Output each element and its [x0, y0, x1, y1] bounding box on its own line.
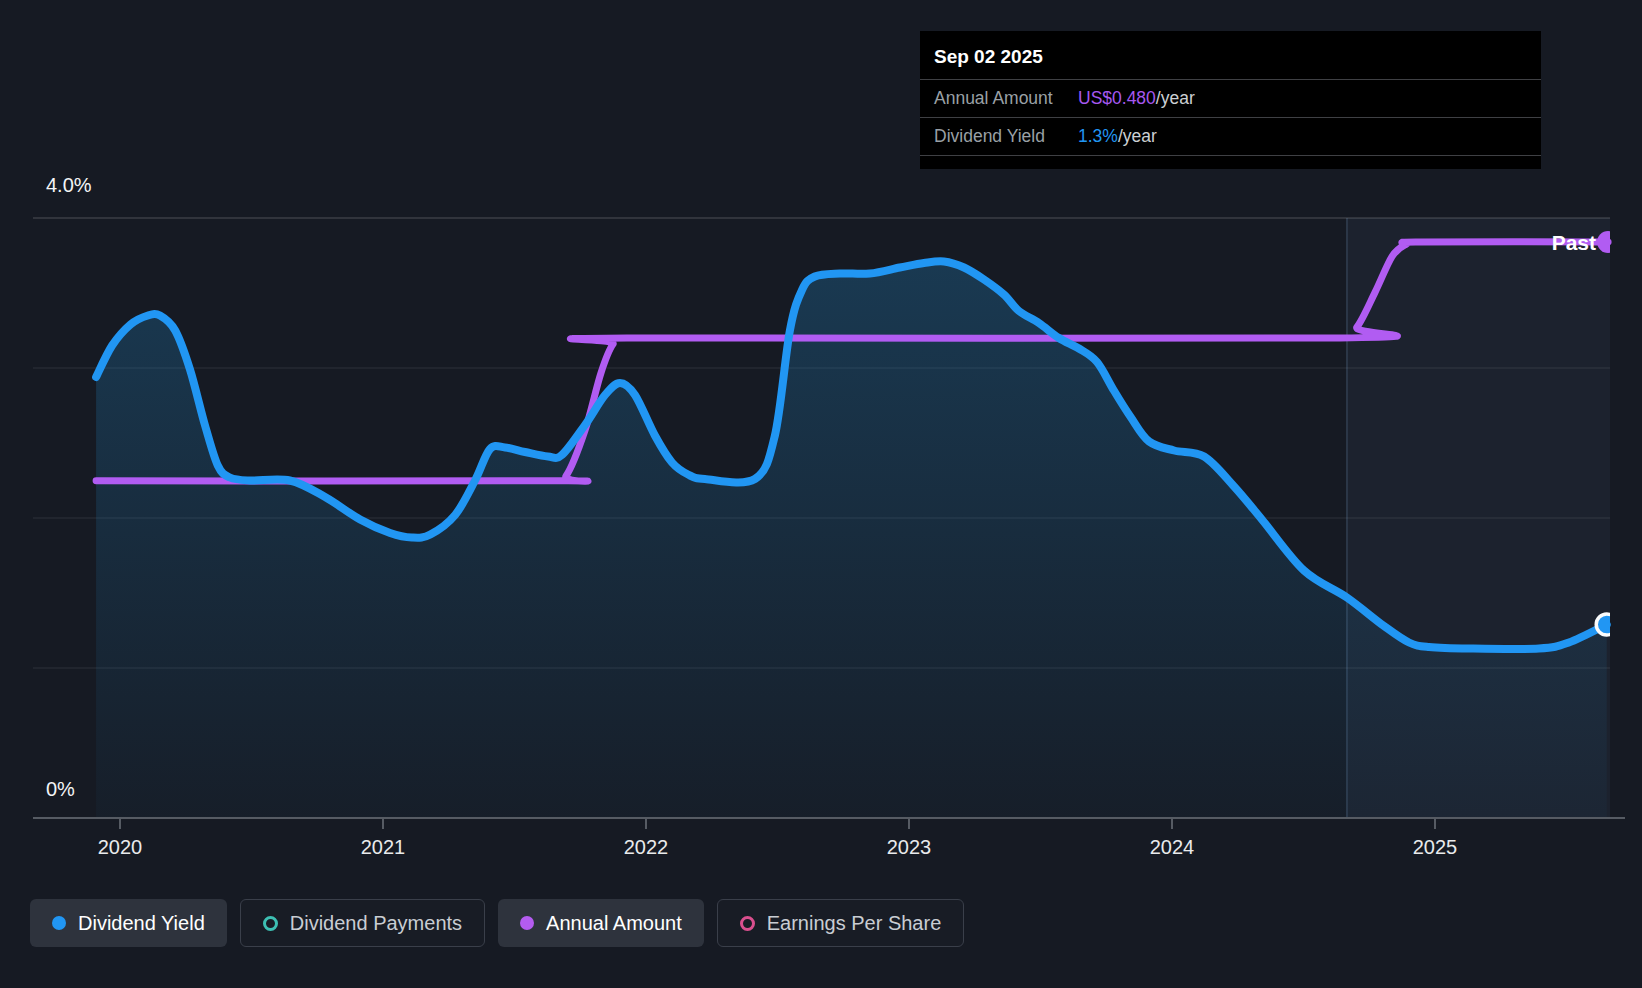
tooltip-row-value: US$0.480 — [1078, 88, 1156, 109]
y-axis-label-zero: 0% — [46, 778, 75, 801]
dividend-payments-marker-icon — [263, 916, 278, 931]
x-axis-label-2020: 2020 — [72, 836, 168, 859]
x-axis-label-2024: 2024 — [1124, 836, 1220, 859]
annual-amount-marker-icon — [520, 916, 534, 930]
chart-tooltip: Sep 02 2025 Annual AmountUS$0.480/yearDi… — [920, 31, 1541, 169]
earnings-per-share-marker-icon — [740, 916, 755, 931]
legend-button-earnings-per-share[interactable]: Earnings Per Share — [717, 899, 965, 947]
dividend-yield-marker-icon — [52, 916, 66, 930]
dividend-yield-end-dot — [1596, 614, 1617, 635]
tooltip-row-label: Dividend Yield — [934, 126, 1078, 147]
x-axis-label-2023: 2023 — [861, 836, 957, 859]
legend-button-dividend-payments[interactable]: Dividend Payments — [240, 899, 485, 947]
tooltip-row-label: Annual Amount — [934, 88, 1078, 109]
legend-button-label: Earnings Per Share — [767, 912, 942, 935]
past-label: Past — [1552, 231, 1596, 254]
x-axis-label-2021: 2021 — [335, 836, 431, 859]
annual-amount-end-dot — [1597, 231, 1619, 253]
tooltip-row: Annual AmountUS$0.480/year — [920, 79, 1541, 117]
y-axis-label-max: 4.0% — [46, 174, 92, 197]
tooltip-row-suffix: /year — [1118, 126, 1157, 147]
tooltip-rows: Annual AmountUS$0.480/yearDividend Yield… — [920, 79, 1541, 156]
legend-button-label: Dividend Payments — [290, 912, 462, 935]
tooltip-row: Dividend Yield1.3%/year — [920, 117, 1541, 156]
legend-button-dividend-yield[interactable]: Dividend Yield — [30, 899, 227, 947]
legend-button-label: Dividend Yield — [78, 912, 205, 935]
x-axis-label-2025: 2025 — [1387, 836, 1483, 859]
legend-button-label: Annual Amount — [546, 912, 682, 935]
x-axis-label-2022: 2022 — [598, 836, 694, 859]
legend-button-annual-amount[interactable]: Annual Amount — [498, 899, 704, 947]
tooltip-row-suffix: /year — [1156, 88, 1195, 109]
chart-legend: Dividend Yield Dividend Payments Annual Am… — [30, 899, 964, 947]
tooltip-date: Sep 02 2025 — [920, 31, 1541, 79]
tooltip-row-value: 1.3% — [1078, 126, 1118, 147]
